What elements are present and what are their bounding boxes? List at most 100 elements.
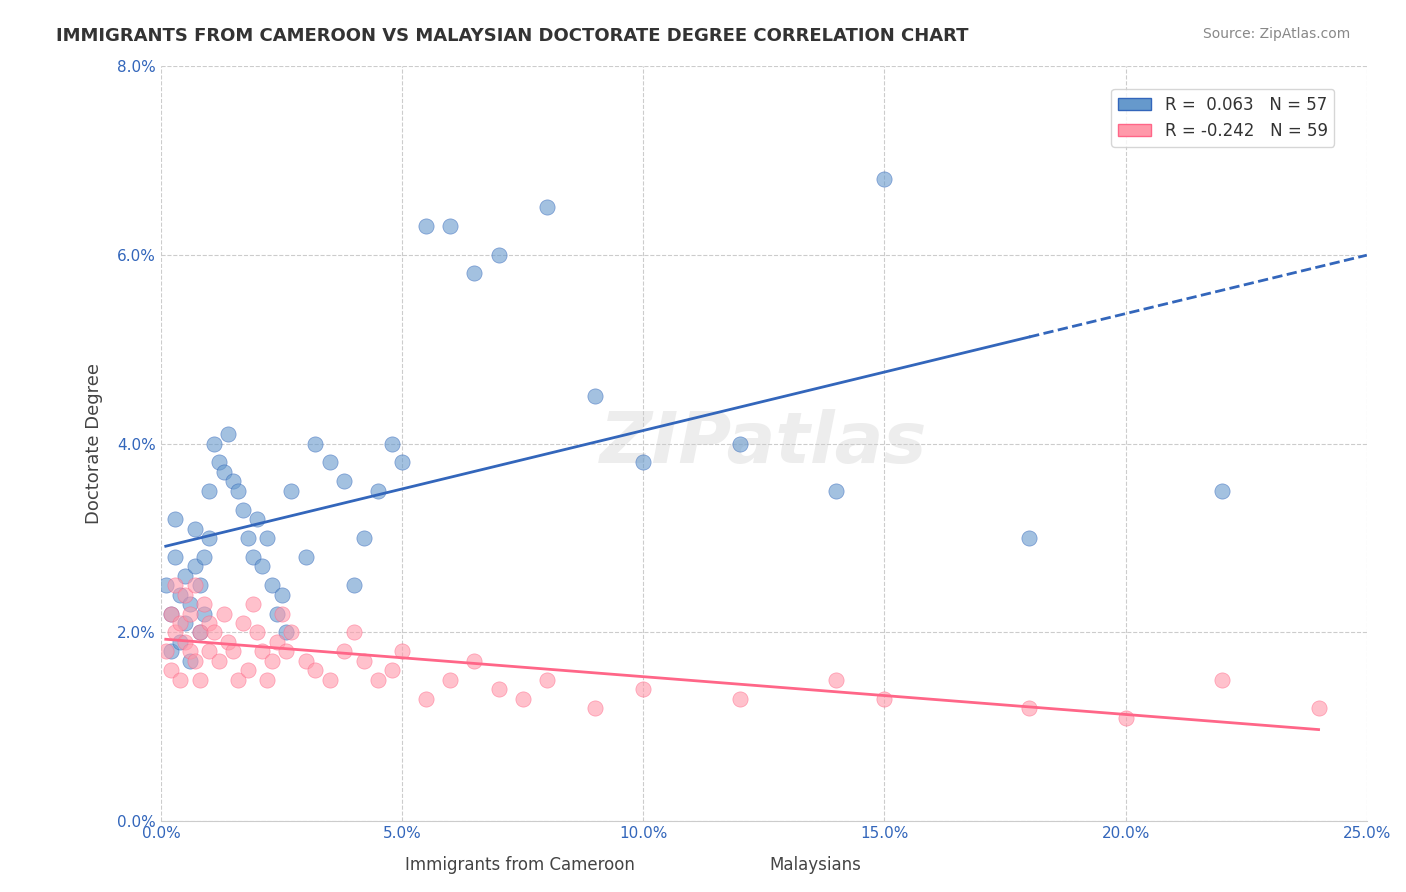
Point <box>1308 701 1330 715</box>
Point <box>165 549 187 564</box>
Point <box>536 200 558 214</box>
Point <box>246 512 269 526</box>
Point <box>169 588 191 602</box>
Point <box>242 597 264 611</box>
Point <box>159 607 181 621</box>
Point <box>183 559 205 574</box>
Point <box>439 219 461 234</box>
Point <box>276 625 298 640</box>
Point <box>391 455 413 469</box>
Point <box>367 673 389 687</box>
Point <box>873 172 896 186</box>
Point <box>174 569 197 583</box>
Point <box>1211 483 1233 498</box>
Point <box>252 559 274 574</box>
Point <box>208 455 231 469</box>
Text: IMMIGRANTS FROM CAMEROON VS MALAYSIAN DOCTORATE DEGREE CORRELATION CHART: IMMIGRANTS FROM CAMEROON VS MALAYSIAN DO… <box>56 27 969 45</box>
Point <box>188 625 211 640</box>
Point <box>633 682 655 697</box>
Point <box>183 654 205 668</box>
Point <box>463 267 485 281</box>
Point <box>202 436 225 450</box>
Point <box>246 625 269 640</box>
Point <box>169 615 191 630</box>
Point <box>381 436 404 450</box>
Point <box>174 615 197 630</box>
Point <box>633 455 655 469</box>
Point <box>1115 710 1137 724</box>
Point <box>174 588 197 602</box>
Point <box>304 436 326 450</box>
Text: Source: ZipAtlas.com: Source: ZipAtlas.com <box>1202 27 1350 41</box>
Point <box>463 654 485 668</box>
Point <box>188 625 211 640</box>
Point <box>226 673 249 687</box>
Point <box>165 578 187 592</box>
Point <box>202 625 225 640</box>
Point <box>381 663 404 677</box>
Point <box>294 549 316 564</box>
Point <box>319 455 342 469</box>
Point <box>236 531 259 545</box>
Point <box>169 673 191 687</box>
Point <box>217 427 239 442</box>
Point <box>179 597 201 611</box>
Point <box>212 607 235 621</box>
Point <box>1211 673 1233 687</box>
Point <box>728 436 751 450</box>
Point <box>159 644 181 658</box>
Point <box>232 615 254 630</box>
Point <box>391 644 413 658</box>
Point <box>155 644 177 658</box>
Point <box>165 625 187 640</box>
Point <box>353 531 375 545</box>
Point <box>165 512 187 526</box>
Point <box>179 654 201 668</box>
Point <box>583 389 606 403</box>
Point <box>873 691 896 706</box>
Point <box>212 465 235 479</box>
Point <box>1018 531 1040 545</box>
Point <box>179 644 201 658</box>
Point <box>198 615 221 630</box>
Point <box>536 673 558 687</box>
Point <box>198 531 221 545</box>
Point <box>266 635 288 649</box>
Y-axis label: Doctorate Degree: Doctorate Degree <box>86 363 103 524</box>
Point <box>183 522 205 536</box>
Legend: R =  0.063   N = 57, R = -0.242   N = 59: R = 0.063 N = 57, R = -0.242 N = 59 <box>1111 89 1334 146</box>
Point <box>169 635 191 649</box>
Point <box>343 625 366 640</box>
Point <box>252 644 274 658</box>
Point <box>825 483 848 498</box>
Point <box>193 549 215 564</box>
Point <box>266 607 288 621</box>
Point <box>222 475 245 489</box>
Point <box>208 654 231 668</box>
Point <box>270 588 292 602</box>
Point <box>343 578 366 592</box>
Point <box>294 654 316 668</box>
Point <box>512 691 534 706</box>
Text: Malaysians: Malaysians <box>769 856 862 874</box>
Point <box>232 502 254 516</box>
Point <box>188 578 211 592</box>
Point <box>1018 701 1040 715</box>
Point <box>226 483 249 498</box>
Point <box>367 483 389 498</box>
Point <box>583 701 606 715</box>
Point <box>198 483 221 498</box>
Point <box>217 635 239 649</box>
Point <box>236 663 259 677</box>
Point <box>319 673 342 687</box>
Text: ZIPatlas: ZIPatlas <box>600 409 928 478</box>
Point <box>188 673 211 687</box>
Point <box>488 247 510 261</box>
Point <box>415 219 437 234</box>
Point <box>179 607 201 621</box>
Point <box>276 644 298 658</box>
Point <box>159 607 181 621</box>
Point <box>260 578 283 592</box>
Text: Immigrants from Cameroon: Immigrants from Cameroon <box>405 856 636 874</box>
Point <box>304 663 326 677</box>
